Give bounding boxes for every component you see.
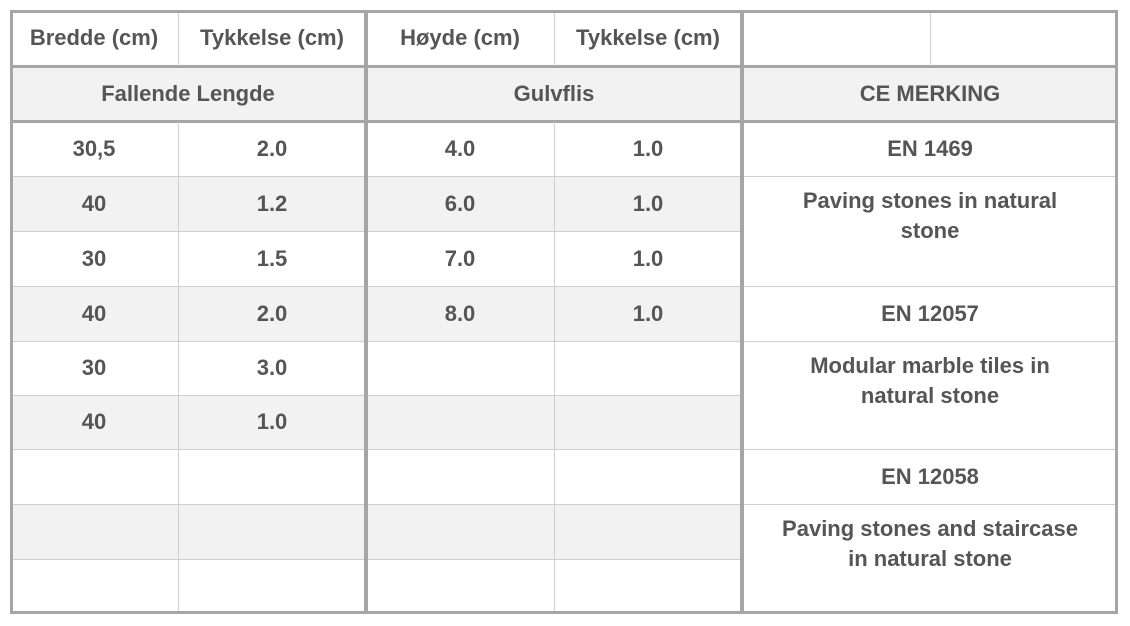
header-tykkelse-1: Tykkelse (cm) <box>200 25 344 50</box>
cell-tykkelse-2 <box>554 559 742 614</box>
cell-tykkelse-1 <box>178 504 366 559</box>
table-row <box>10 449 742 504</box>
table-row: 40 1.2 6.0 1.0 <box>10 176 742 231</box>
cell-tykkelse-1: 2.0 <box>256 300 288 326</box>
cell-hoyde <box>366 341 554 395</box>
cell-bredde: 30 <box>81 245 107 271</box>
row-divider <box>10 176 742 177</box>
row-divider <box>10 231 742 232</box>
cell-bredde <box>10 559 178 614</box>
cell-hoyde: 7.0 <box>444 245 476 271</box>
row-divider <box>10 286 742 287</box>
cell-bredde: 30 <box>81 355 107 380</box>
cell-hoyde: 4.0 <box>444 136 476 161</box>
cell-tykkelse-1: 1.2 <box>256 190 288 216</box>
table-row <box>10 559 742 614</box>
ce-row-divider <box>742 176 1118 177</box>
cell-tykkelse-2: 1.0 <box>632 190 664 216</box>
cell-tykkelse-2 <box>554 395 742 449</box>
ce-marking-table: Bredde (cm) Tykkelse (cm) Høyde (cm) Tyk… <box>10 10 1118 614</box>
cell-bredde: 40 <box>81 409 107 434</box>
header-hoyde: Høyde (cm) <box>400 25 520 50</box>
cell-hoyde <box>366 449 554 504</box>
cell-tykkelse-2: 1.0 <box>632 245 664 271</box>
header-empty-2 <box>930 10 1118 66</box>
section-divider <box>364 10 368 614</box>
cell-tykkelse-2 <box>554 449 742 504</box>
column-divider <box>178 122 179 614</box>
ce-row-divider <box>742 449 1118 450</box>
ce-standard-description: Paving stones and staircase in natural s… <box>742 504 1118 614</box>
ce-standard-code: EN 12057 <box>742 286 1118 341</box>
cell-hoyde <box>366 559 554 614</box>
row-divider <box>10 559 742 560</box>
cell-tykkelse-1: 3.0 <box>256 355 288 380</box>
table-row: 30 3.0 <box>10 341 742 395</box>
cell-tykkelse-2 <box>554 504 742 559</box>
cell-tykkelse-1: 2.0 <box>256 136 288 161</box>
header-divider <box>10 65 1118 68</box>
group-fallende-lengde: Fallende Lengde <box>101 81 275 106</box>
row-divider <box>10 395 742 396</box>
cell-tykkelse-1: 1.0 <box>256 409 288 434</box>
table-row <box>10 504 742 559</box>
group-ce-merking: CE MERKING <box>859 81 1001 106</box>
ce-standard-description: Modular marble tiles in natural stone <box>742 341 1118 449</box>
header-tykkelse-2: Tykkelse (cm) <box>576 25 720 50</box>
cell-hoyde: 6.0 <box>444 190 476 216</box>
cell-hoyde: 8.0 <box>444 300 476 326</box>
header-empty-1 <box>742 10 930 66</box>
cell-tykkelse-2: 1.0 <box>632 136 664 161</box>
cell-tykkelse-1: 1.5 <box>256 245 288 271</box>
cell-bredde: 30,5 <box>72 136 116 161</box>
cell-hoyde <box>366 395 554 449</box>
column-divider <box>178 10 179 66</box>
table-row: 30,5 2.0 4.0 1.0 <box>10 122 742 176</box>
cell-bredde: 40 <box>81 190 107 216</box>
cell-bredde <box>10 504 178 559</box>
column-divider <box>554 10 555 66</box>
column-divider <box>930 10 931 66</box>
column-divider <box>554 122 555 614</box>
cell-hoyde <box>366 504 554 559</box>
ce-row-divider <box>742 504 1118 505</box>
cell-tykkelse-1 <box>178 449 366 504</box>
group-header-row: Fallende Lengde Gulvflis CE MERKING <box>10 66 1118 122</box>
table-row: 40 2.0 8.0 1.0 <box>10 286 742 341</box>
header-bredde: Bredde (cm) <box>29 25 159 50</box>
ce-row-divider <box>742 341 1118 342</box>
column-header-row: Bredde (cm) Tykkelse (cm) Høyde (cm) Tyk… <box>10 10 1118 66</box>
cell-tykkelse-2 <box>554 341 742 395</box>
table-row: 30 1.5 7.0 1.0 <box>10 231 742 286</box>
row-divider <box>10 449 742 450</box>
group-divider <box>10 120 1118 123</box>
cell-tykkelse-2: 1.0 <box>632 300 664 326</box>
cell-bredde: 40 <box>81 300 107 326</box>
ce-standard-code: EN 1469 <box>742 122 1118 176</box>
table-row: 40 1.0 <box>10 395 742 449</box>
section-divider <box>740 10 744 614</box>
row-divider <box>10 341 742 342</box>
ce-row-divider <box>742 286 1118 287</box>
row-divider <box>10 504 742 505</box>
cell-tykkelse-1 <box>178 559 366 614</box>
ce-standard-code: EN 12058 <box>742 449 1118 504</box>
ce-standard-description: Paving stones in natural stone <box>742 176 1118 286</box>
group-gulvflis: Gulvflis <box>513 81 595 106</box>
cell-bredde <box>10 449 178 504</box>
